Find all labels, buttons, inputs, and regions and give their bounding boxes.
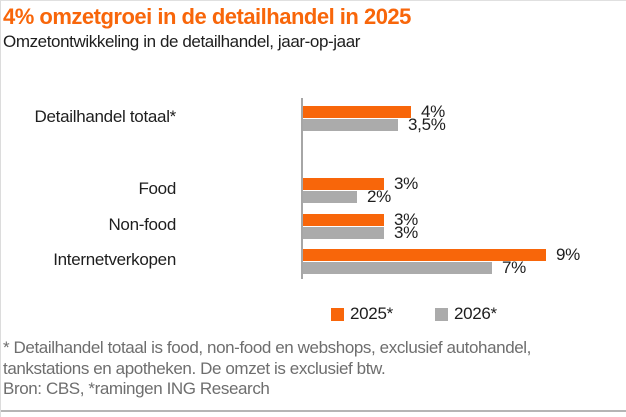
- category-label-internetverkopen: Internetverkopen: [53, 250, 176, 269]
- value-label-2026-food: 2%: [367, 187, 391, 206]
- value-label-2025-detailhandel-totaal: 4%: [421, 102, 445, 121]
- legend-item-2026: 2026*: [434, 304, 497, 324]
- source-line: Bron: CBS, *ramingen ING Research: [3, 379, 270, 398]
- bar-2026-food: [303, 191, 357, 203]
- legend: 2025* 2026*: [331, 304, 497, 324]
- legend-swatch-2026: [434, 307, 448, 321]
- legend-label-2025: 2025*: [350, 304, 393, 323]
- footnote-line-2: tankstations en apotheken. De omzet is e…: [3, 358, 386, 378]
- value-label-2025-food: 3%: [394, 174, 418, 193]
- footnote: * Detailhandel totaal is food, non-food …: [3, 338, 531, 400]
- bar-2026-non-food: [303, 227, 384, 239]
- y-axis-line: [301, 98, 303, 279]
- value-label-2026-non-food: 3%: [394, 223, 418, 242]
- legend-label-2026: 2026*: [453, 304, 497, 323]
- bar-2026-detailhandel-totaal: [303, 119, 398, 131]
- category-label-non-food: Non-food: [108, 215, 176, 234]
- chart-title: 4% omzetgroei in de detailhandel in 2025: [3, 4, 411, 29]
- legend-item-2025: 2025*: [331, 304, 393, 324]
- bottom-divider: [1, 410, 626, 412]
- value-label-2025-non-food: 3%: [394, 210, 418, 229]
- category-label-food: Food: [138, 179, 176, 198]
- bar-2026-internetverkopen: [303, 262, 492, 274]
- value-label-2025-internetverkopen: 9%: [556, 245, 580, 264]
- bar-2025-internetverkopen: [303, 249, 546, 261]
- footnote-line-1: * Detailhandel totaal is food, non-food …: [3, 338, 532, 357]
- bar-2025-detailhandel-totaal: [303, 106, 411, 118]
- value-label-2026-internetverkopen: 7%: [502, 258, 526, 277]
- bar-2025-non-food: [303, 214, 384, 226]
- chart-subtitle: Omzetontwikkeling in de detailhandel, ja…: [3, 32, 361, 51]
- value-label-2026-detailhandel-totaal: 3,5%: [408, 115, 446, 134]
- category-label-detailhandel-totaal: Detailhandel totaal*: [34, 107, 177, 126]
- legend-swatch-2025: [331, 307, 344, 321]
- bar-2025-food: [303, 178, 384, 190]
